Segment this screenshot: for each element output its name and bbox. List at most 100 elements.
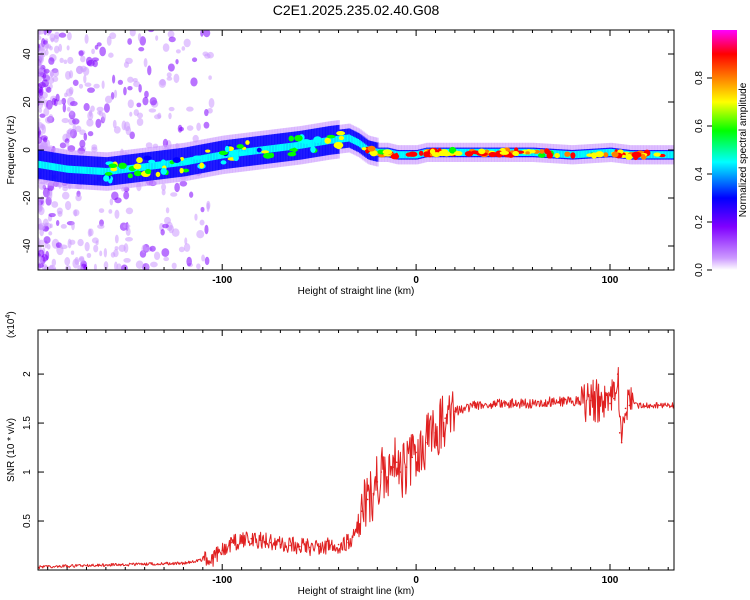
spectrogram-speckle (65, 265, 72, 270)
spectrogram-core (213, 152, 216, 161)
spectrogram-peak (423, 151, 430, 158)
spectrogram-speckle (99, 46, 106, 57)
spectrogram-peak (118, 162, 127, 169)
spectrogram-peak (595, 151, 604, 158)
spectrogram-peak (179, 167, 184, 174)
spectrogram-core (151, 162, 154, 170)
spectrogram-core (267, 145, 271, 153)
snr-data-point (279, 543, 282, 546)
spectrogram-speckle (122, 223, 131, 229)
spectrogram-speckle (43, 68, 50, 74)
spectrogram-core (72, 165, 75, 174)
snr-data-point (318, 545, 320, 548)
spectrogram-speckle (178, 246, 185, 253)
spectrogram-peak (464, 150, 474, 157)
spectrogram-speckle (38, 86, 44, 96)
spectrogram-speckle (103, 261, 109, 270)
spectrogram-speckle (83, 132, 88, 141)
spectrogram-peak (261, 150, 270, 154)
spectrogram-speckle (91, 57, 99, 62)
spectrogram-speckle (93, 244, 99, 253)
spectrogram-core (351, 135, 354, 144)
spectrogram-y-tick-label: 0 (22, 147, 33, 153)
spectrogram-core (292, 142, 295, 150)
colorbar-tick-label: 0.4 (694, 167, 705, 181)
snr-y-tick-label: 1 (22, 469, 33, 475)
spectrogram-speckle (67, 238, 72, 249)
spectrogram-speckle (194, 213, 198, 221)
spectrogram-core (608, 148, 612, 157)
spectrogram-speckle (114, 209, 120, 219)
spectrogram-speckle (67, 56, 74, 65)
spectrogram-speckle (98, 110, 104, 117)
spectrogram-core (174, 159, 178, 167)
spectrogram-core (106, 167, 109, 176)
spectrogram-speckle (160, 229, 165, 236)
spectrogram-core (345, 134, 348, 142)
spectrogram-core (304, 140, 308, 148)
spectrogram-core (146, 162, 150, 171)
spectrogram-core (297, 141, 300, 150)
spectrogram-peak (586, 153, 594, 157)
spectrogram-peak (108, 163, 118, 169)
spectrogram-peak (570, 152, 576, 159)
spectrogram-core (141, 163, 145, 171)
spectrogram-speckle (38, 121, 41, 132)
snr-data-point (182, 562, 185, 564)
spectrogram-speckle (167, 63, 175, 72)
snr-data-point (624, 407, 627, 410)
spectrogram-peak (326, 134, 336, 139)
spectrogram-speckle (181, 46, 186, 51)
spectrogram-speckle (123, 243, 129, 253)
spectrogram-core (461, 148, 465, 156)
spectrogram-core (298, 141, 302, 149)
spectrogram-speckle (199, 219, 205, 226)
snr-data-point (492, 402, 495, 405)
spectrogram-core (123, 165, 126, 174)
spectrogram-core (103, 167, 106, 176)
spectrogram-peak (287, 151, 297, 157)
spectrogram-speckle (51, 258, 57, 267)
spectrogram-speckle (93, 83, 100, 89)
spectrogram-core (145, 163, 148, 171)
spectrogram-speckle (203, 121, 210, 129)
spectrogram-peak (155, 171, 161, 177)
spectrogram-speckle (91, 146, 98, 153)
spectrogram-core (585, 150, 589, 158)
spectrogram-core (152, 162, 156, 170)
spectrogram-speckle (48, 212, 56, 218)
spectrogram-core (75, 166, 78, 174)
spectrogram-core (227, 150, 230, 158)
snr-data-point (599, 400, 602, 403)
spectrogram-speckle (163, 256, 170, 262)
spectrogram-core (47, 162, 50, 170)
spectrogram-core (264, 145, 268, 154)
spectrogram-speckle (171, 262, 177, 270)
snr-data-point (531, 402, 534, 405)
spectrogram-core (290, 142, 294, 150)
snr-data-point (231, 541, 233, 544)
spectrogram-speckle (196, 230, 205, 239)
spectrogram-core (65, 165, 69, 173)
spectrogram-speckle (78, 50, 84, 57)
spectrogram-y-tick-label: -20 (22, 190, 33, 205)
spectrogram-speckle (108, 209, 113, 214)
snr-x-label: Height of straight line (km) (298, 586, 415, 597)
spectrogram-core (301, 141, 305, 149)
spectrogram-speckle (72, 209, 80, 217)
snr-exponent-label: (x104) (5, 311, 17, 338)
spectrogram-core (580, 150, 584, 158)
spectrogram-peak (182, 159, 192, 165)
spectrogram-peak (367, 145, 376, 152)
spectrogram-peak (229, 150, 238, 157)
spectrogram-peak (148, 159, 156, 164)
colorbar-gradient (712, 30, 737, 270)
spectrogram-core (163, 160, 167, 169)
spectrogram-peak (136, 157, 143, 164)
spectrogram-peak (199, 162, 205, 169)
spectrogram-speckle (112, 74, 116, 84)
snr-data-point (395, 461, 398, 464)
spectrogram-core (200, 155, 204, 163)
spectrogram-core (602, 149, 606, 157)
spectrogram-speckle (41, 124, 47, 135)
